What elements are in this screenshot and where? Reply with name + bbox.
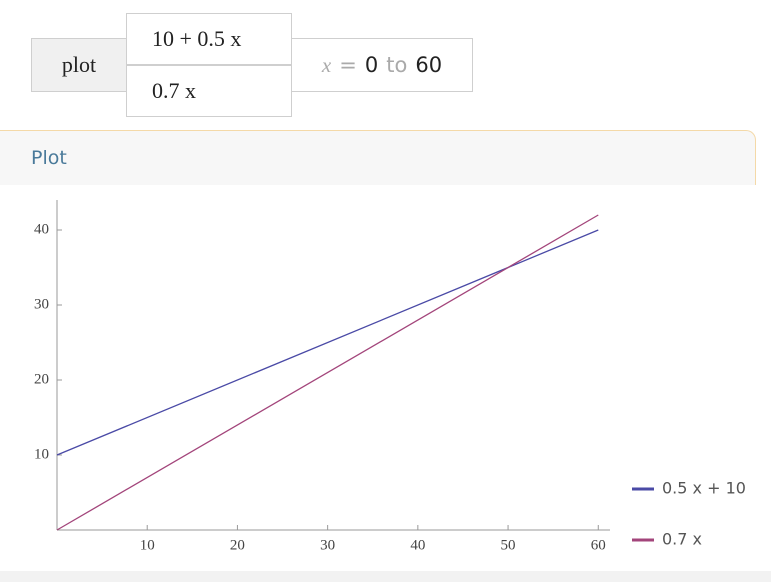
function: 10 + 0.5 x bbox=[152, 26, 242, 51]
x-tick-label: 60 bbox=[591, 537, 606, 553]
command-box[interactable]: plot bbox=[31, 38, 127, 92]
function: 0.7 x bbox=[152, 78, 196, 103]
pod-footer bbox=[0, 571, 771, 582]
command: plot bbox=[61, 52, 97, 77]
range-to: 60 bbox=[415, 53, 443, 77]
range-relation: = bbox=[339, 53, 357, 77]
chart: 10 20 30 40 50 60 10 20 30 40 0.5 x + 10 0.7 x bbox=[34, 200, 746, 553]
range-joiner: to bbox=[386, 53, 408, 77]
x-tick-label: 40 bbox=[410, 537, 425, 553]
range-variable: x bbox=[321, 52, 332, 77]
y-tick-label: 40 bbox=[34, 221, 49, 237]
y-tick-label: 30 bbox=[34, 296, 49, 312]
range-box[interactable]: x = 0 to 60 bbox=[291, 38, 473, 92]
series-line bbox=[56, 214, 599, 531]
x-tick-label: 10 bbox=[140, 537, 155, 553]
function-box[interactable]: 10 + 0.5 x bbox=[126, 13, 292, 65]
function-box[interactable]: 0.7 x bbox=[126, 65, 292, 117]
x-tick-label: 30 bbox=[320, 537, 335, 553]
legend-label: 0.7 x bbox=[662, 530, 702, 549]
x-tick-label: 20 bbox=[230, 537, 245, 553]
legend-label: 0.5 x + 10 bbox=[662, 479, 746, 498]
pod-title: Plot bbox=[31, 147, 67, 169]
y-tick-label: 20 bbox=[34, 371, 49, 387]
range-from: 0 bbox=[364, 53, 379, 77]
pod-header: Plot bbox=[0, 130, 756, 185]
x-tick-label: 50 bbox=[501, 537, 516, 553]
series-line bbox=[56, 229, 599, 456]
y-tick-label: 10 bbox=[34, 446, 49, 462]
